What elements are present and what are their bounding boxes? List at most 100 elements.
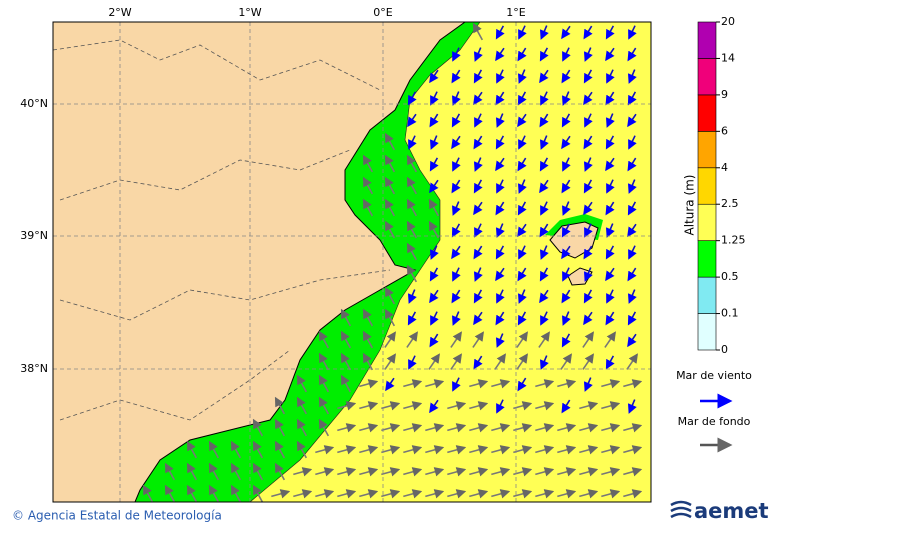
colorbar-band	[697, 58, 717, 96]
wave-arrow	[627, 267, 637, 282]
wave-arrow	[491, 445, 511, 455]
wave-arrow	[627, 333, 637, 348]
wave-arrow	[628, 25, 637, 40]
logo: aemet	[670, 499, 769, 523]
wave-arrow	[318, 418, 330, 437]
wave-arrow	[557, 467, 577, 477]
wave-arrow	[627, 311, 637, 326]
wave-arrow	[495, 201, 505, 216]
wave-arrow	[385, 377, 395, 392]
wave-arrow	[606, 289, 615, 304]
wave-arrow	[447, 445, 467, 455]
wave-arrow	[583, 179, 593, 194]
colorbar-label: 2.5	[721, 197, 739, 210]
wave-arrow	[252, 462, 264, 481]
colorbar-band	[697, 203, 717, 241]
wave-arrow	[627, 179, 637, 194]
wave-arrow	[362, 352, 374, 371]
colorbar-title: Altura (m)	[683, 174, 697, 235]
wave-arrow	[473, 179, 483, 194]
wave-arrow	[381, 467, 401, 477]
wave-arrow	[540, 311, 549, 326]
wave-arrow	[428, 220, 440, 239]
wave-arrow	[605, 267, 615, 282]
wave-arrow	[447, 467, 467, 477]
wave-arrow	[293, 489, 313, 499]
wave-arrow	[315, 467, 335, 477]
wave-arrow	[583, 377, 593, 392]
wave-arrow	[406, 331, 418, 348]
lon-label: 1°E	[506, 6, 525, 19]
wave-arrow	[381, 445, 401, 455]
wave-arrow	[469, 489, 489, 499]
wave-arrow	[601, 445, 621, 455]
wave-arrow	[296, 418, 308, 437]
wave-arrow	[540, 91, 549, 106]
wave-arrow	[337, 401, 357, 411]
wave-arrow	[494, 353, 506, 370]
wave-arrow	[450, 353, 462, 370]
wave-arrow	[340, 374, 352, 393]
credit: © Agencia Estatal de Meteorología	[12, 509, 222, 523]
wave-arrow	[384, 286, 396, 305]
wave-arrow	[429, 267, 439, 282]
wave-arrow	[627, 201, 637, 216]
wave-arrow	[447, 401, 467, 411]
wave-arrow	[495, 157, 505, 172]
wave-arrow	[517, 289, 527, 304]
wave-arrow	[584, 113, 593, 128]
wave-arrow	[473, 245, 483, 260]
grid	[53, 22, 651, 502]
wave-arrow	[384, 154, 396, 173]
wave-arrow	[429, 157, 439, 172]
wave-arrow	[473, 201, 483, 216]
wave-arrow	[381, 423, 401, 433]
wave-arrow	[318, 374, 330, 393]
wave-arrow	[296, 440, 308, 459]
colorbar-band	[697, 167, 717, 205]
wave-arrow	[472, 331, 484, 348]
wave-arrow	[381, 401, 401, 411]
wave-arrow	[579, 445, 599, 455]
wave-arrow	[626, 353, 638, 370]
wave-arrow	[561, 289, 571, 304]
wave-arrow	[186, 440, 198, 459]
wave-arrow	[561, 135, 571, 150]
wave-arrow	[429, 135, 439, 150]
wave-arrow	[230, 462, 242, 481]
wave-arrow	[535, 467, 555, 477]
wave-arrow	[517, 223, 527, 238]
wave-arrow	[452, 267, 461, 282]
wave-arrow	[430, 311, 439, 326]
wave-arrow	[495, 267, 505, 282]
wave-arrow	[623, 467, 643, 477]
wave-arrow	[451, 113, 461, 128]
wave-arrow	[539, 223, 549, 238]
wave-arrow	[605, 113, 615, 128]
wave-arrow	[407, 289, 417, 304]
wave-arrow	[583, 311, 593, 326]
wave-arrow	[623, 379, 643, 389]
wave-arrow	[517, 91, 527, 106]
wave-arrow	[359, 401, 379, 411]
colorbar-label: 0.5	[721, 270, 739, 283]
wave-arrow	[403, 467, 423, 477]
wave-arrow	[469, 401, 489, 411]
wave-arrow	[452, 47, 461, 62]
wave-arrow	[539, 179, 549, 194]
wave-arrow	[517, 113, 527, 128]
wave-arrow	[430, 91, 439, 106]
wave-arrow	[601, 489, 621, 499]
wave-arrow	[473, 289, 483, 304]
wave-arrow	[583, 267, 593, 282]
wave-arrow	[557, 379, 577, 389]
wave-arrow	[516, 331, 528, 348]
wave-arrow	[186, 462, 198, 481]
map	[53, 22, 651, 502]
wave-arrow	[425, 445, 445, 455]
wave-arrow	[408, 355, 417, 370]
wave-arrow	[230, 440, 242, 459]
wave-arrow	[579, 467, 599, 477]
wave-arrow	[517, 179, 527, 194]
lon-label: 1°W	[238, 6, 261, 19]
